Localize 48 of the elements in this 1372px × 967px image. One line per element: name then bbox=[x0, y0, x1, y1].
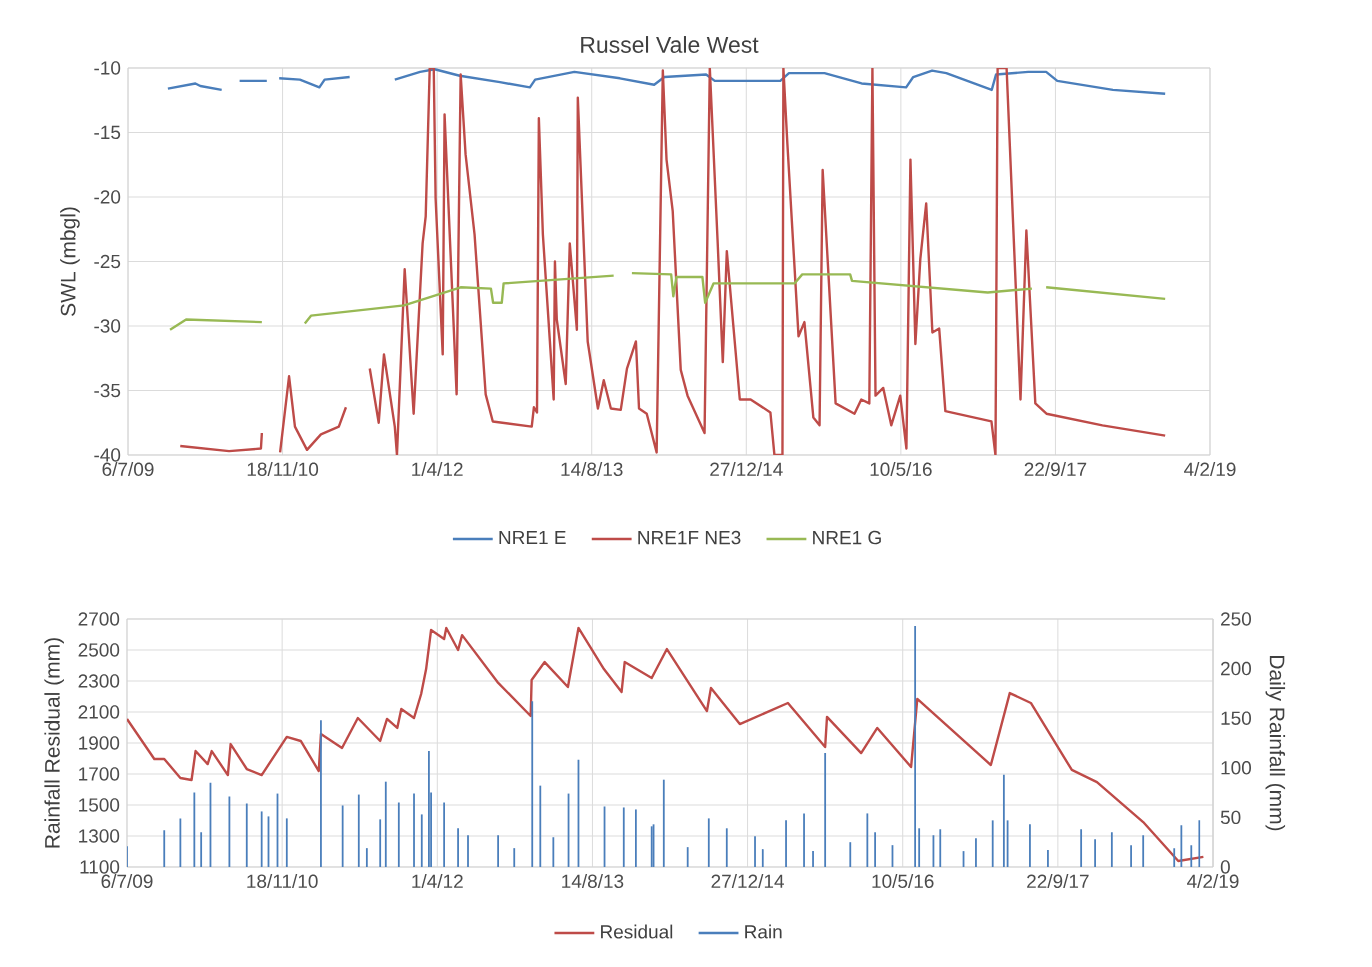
y-axis-title: SWL (mbgl) bbox=[60, 207, 80, 316]
x-tick-label: 14/8/13 bbox=[561, 462, 623, 477]
y2-axis-title: Daily Rainfall (mm) bbox=[1265, 656, 1286, 831]
y-tick-label: -25 bbox=[94, 254, 121, 269]
y2-tick-label: 200 bbox=[1221, 661, 1252, 676]
x-tick-label: 6/7/09 bbox=[102, 462, 154, 477]
y2-tick-label: 100 bbox=[1221, 761, 1252, 775]
y-tick-label: 1300 bbox=[79, 829, 120, 843]
x-tick-label: 22/9/17 bbox=[1027, 874, 1089, 889]
y2-tick-label: 50 bbox=[1220, 810, 1241, 825]
y-tick-label: 1100 bbox=[80, 860, 120, 874]
x-tick-label: 27/12/14 bbox=[711, 874, 784, 889]
y2-tick-label: 0 bbox=[1220, 860, 1230, 874]
y-tick-label: -15 bbox=[94, 125, 121, 140]
x-tick-label: 14/8/13 bbox=[562, 874, 624, 889]
y-tick-label: 2300 bbox=[78, 674, 120, 688]
y-axis-title: Rainfall Residual (mm) bbox=[44, 638, 64, 848]
y-tick-label: 2700 bbox=[78, 612, 120, 626]
y2-tick-label: 250 bbox=[1221, 612, 1252, 626]
y-tick-label: -35 bbox=[94, 383, 121, 398]
y-tick-label: -20 bbox=[94, 190, 121, 204]
y-tick-label: -30 bbox=[94, 319, 121, 333]
x-tick-label: 4/2/19 bbox=[1184, 462, 1236, 477]
x-tick-label: 18/11/10 bbox=[247, 462, 319, 477]
x-tick-label: 4/2/19 bbox=[1187, 874, 1239, 889]
y-tick-label: -10 bbox=[94, 61, 121, 75]
y-tick-label: 1900 bbox=[79, 736, 120, 750]
y2-tick-label: 150 bbox=[1221, 711, 1252, 725]
x-tick-label: 27/12/14 bbox=[710, 462, 783, 477]
y-tick-label: 1700 bbox=[79, 767, 120, 781]
y-tick-label: 1500 bbox=[79, 798, 120, 812]
x-tick-label: 10/5/16 bbox=[870, 462, 932, 477]
chart-title: Russel Vale West bbox=[581, 36, 759, 53]
legend-label: NRE1 E bbox=[499, 530, 566, 545]
x-tick-label: 1/4/12 bbox=[412, 874, 463, 889]
y-tick-label: 2500 bbox=[78, 643, 120, 657]
legend-label: NRE1F NE3 bbox=[638, 530, 741, 545]
legend-label: Rain bbox=[745, 924, 782, 939]
legend-label: NRE1 G bbox=[813, 530, 881, 545]
x-tick-label: 10/5/16 bbox=[872, 874, 934, 889]
legend-label: Residual bbox=[601, 924, 673, 939]
y-tick-label: 2100 bbox=[78, 705, 120, 719]
y-tick-label: -40 bbox=[94, 448, 121, 462]
x-tick-label: 6/7/09 bbox=[101, 874, 153, 889]
x-tick-label: 1/4/12 bbox=[412, 462, 463, 477]
x-tick-label: 18/11/10 bbox=[247, 874, 318, 889]
x-tick-label: 22/9/17 bbox=[1024, 462, 1087, 477]
line-series bbox=[127, 626, 1205, 863]
